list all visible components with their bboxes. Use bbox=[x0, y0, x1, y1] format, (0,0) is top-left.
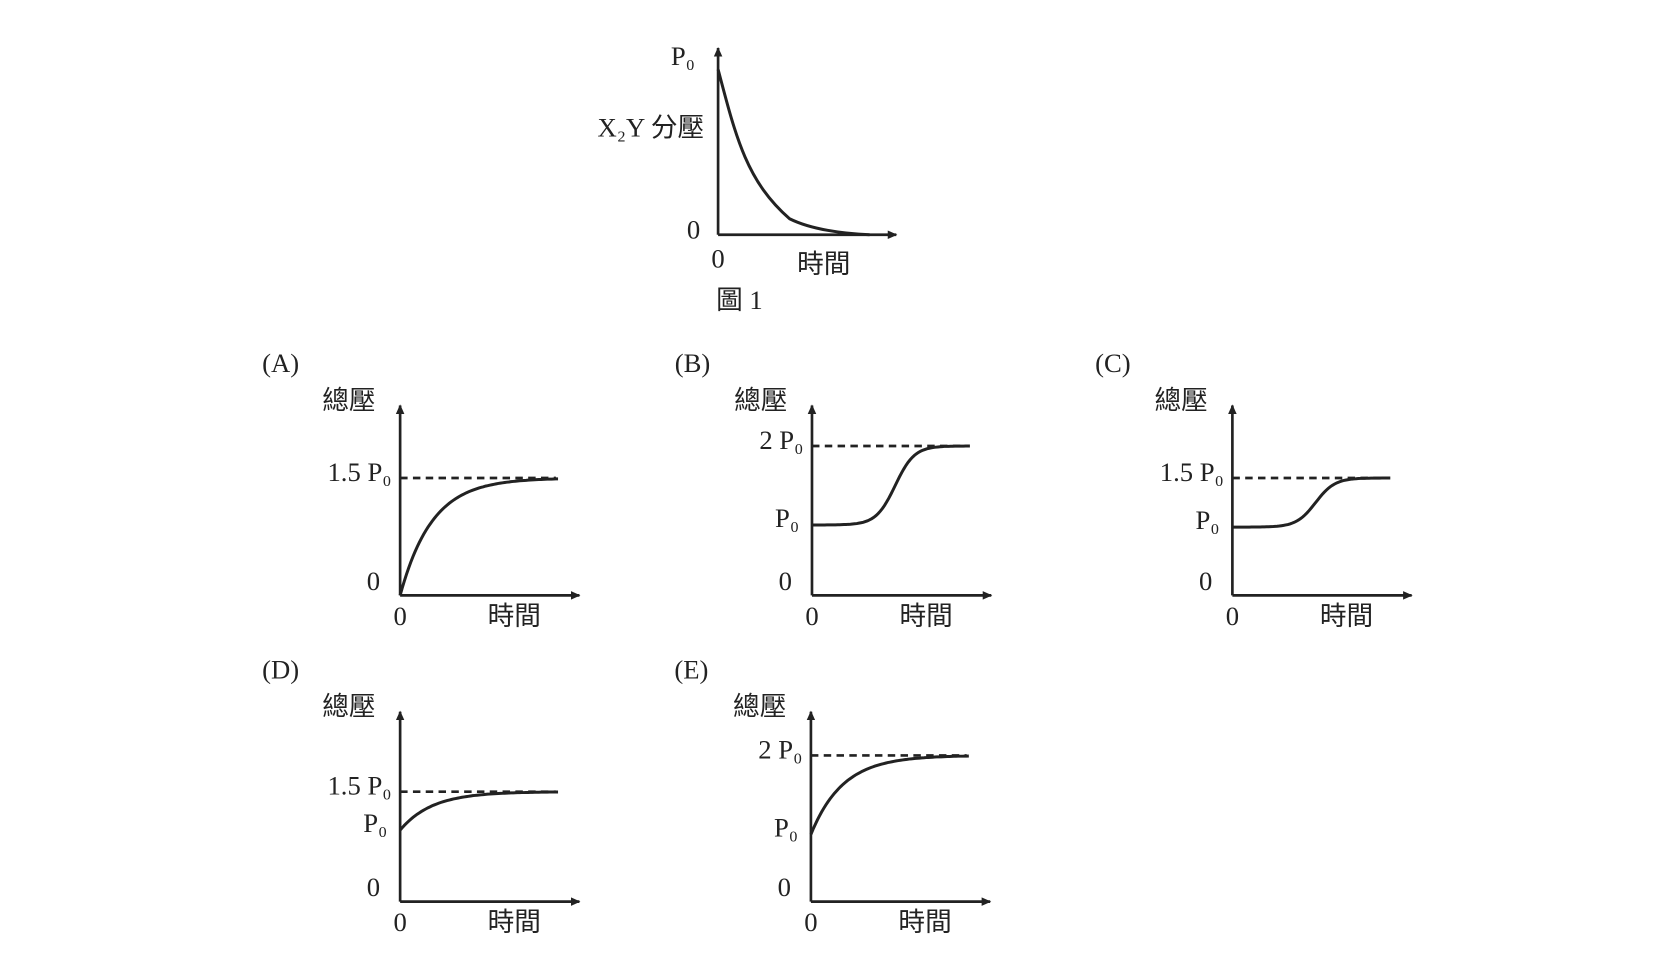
start-level-label: P₀ bbox=[1195, 505, 1219, 535]
x-axis-label: 時間 bbox=[797, 249, 850, 279]
decay-curve bbox=[716, 68, 870, 237]
pressure-curve bbox=[809, 754, 969, 835]
final-level-label: 2 P₀ bbox=[759, 425, 803, 455]
y-axis-label: 總壓 bbox=[1155, 385, 1208, 415]
x-zero-label: 0 bbox=[804, 907, 817, 937]
option-letter: (B) bbox=[675, 348, 711, 378]
y-zero-label: 0 bbox=[367, 566, 380, 596]
caption: 圖 1 bbox=[716, 285, 763, 315]
final-level-label: 1.5 P₀ bbox=[327, 457, 391, 487]
y-zero-label: 0 bbox=[687, 215, 700, 245]
x-axis-label: 時間 bbox=[488, 601, 541, 631]
y-axis-label: 總壓 bbox=[733, 692, 786, 722]
y-zero-label: 0 bbox=[1199, 566, 1212, 596]
option-letter: (D) bbox=[262, 654, 299, 684]
pressure-curve bbox=[1232, 476, 1391, 529]
x-zero-label: 0 bbox=[711, 244, 724, 274]
y-zero-label: 0 bbox=[779, 566, 792, 596]
pressure-curve bbox=[811, 444, 970, 527]
x-axis-label: 時間 bbox=[898, 907, 951, 937]
x-zero-label: 0 bbox=[393, 601, 406, 631]
final-level-label: 1.5 P₀ bbox=[327, 771, 391, 801]
x-axis-label: 時間 bbox=[899, 601, 952, 631]
start-level-label: P₀ bbox=[775, 503, 799, 533]
x-axis-label: 時間 bbox=[488, 907, 541, 937]
final-level-label: 2 P₀ bbox=[758, 734, 802, 764]
y-top-label: P₀ bbox=[671, 41, 695, 71]
y-axis-label: X₂Y 分壓 bbox=[597, 112, 704, 142]
x-zero-label: 0 bbox=[805, 601, 818, 631]
option-letter: (A) bbox=[262, 348, 299, 378]
y-zero-label: 0 bbox=[778, 872, 791, 902]
pressure-curve bbox=[398, 477, 559, 596]
option-letter: (C) bbox=[1095, 348, 1131, 378]
pressure-curve bbox=[398, 790, 559, 832]
final-level-label: 1.5 P₀ bbox=[1160, 457, 1224, 487]
x-axis-label: 時間 bbox=[1320, 601, 1373, 631]
start-level-label: P₀ bbox=[774, 812, 798, 842]
x-zero-label: 0 bbox=[1226, 601, 1239, 631]
y-zero-label: 0 bbox=[367, 872, 380, 902]
x-zero-label: 0 bbox=[393, 907, 406, 937]
y-axis-label: 總壓 bbox=[322, 692, 375, 722]
y-axis-label: 總壓 bbox=[322, 385, 375, 415]
y-axis-label: 總壓 bbox=[734, 385, 787, 415]
start-level-label: P₀ bbox=[363, 808, 387, 838]
option-letter: (E) bbox=[674, 654, 708, 684]
